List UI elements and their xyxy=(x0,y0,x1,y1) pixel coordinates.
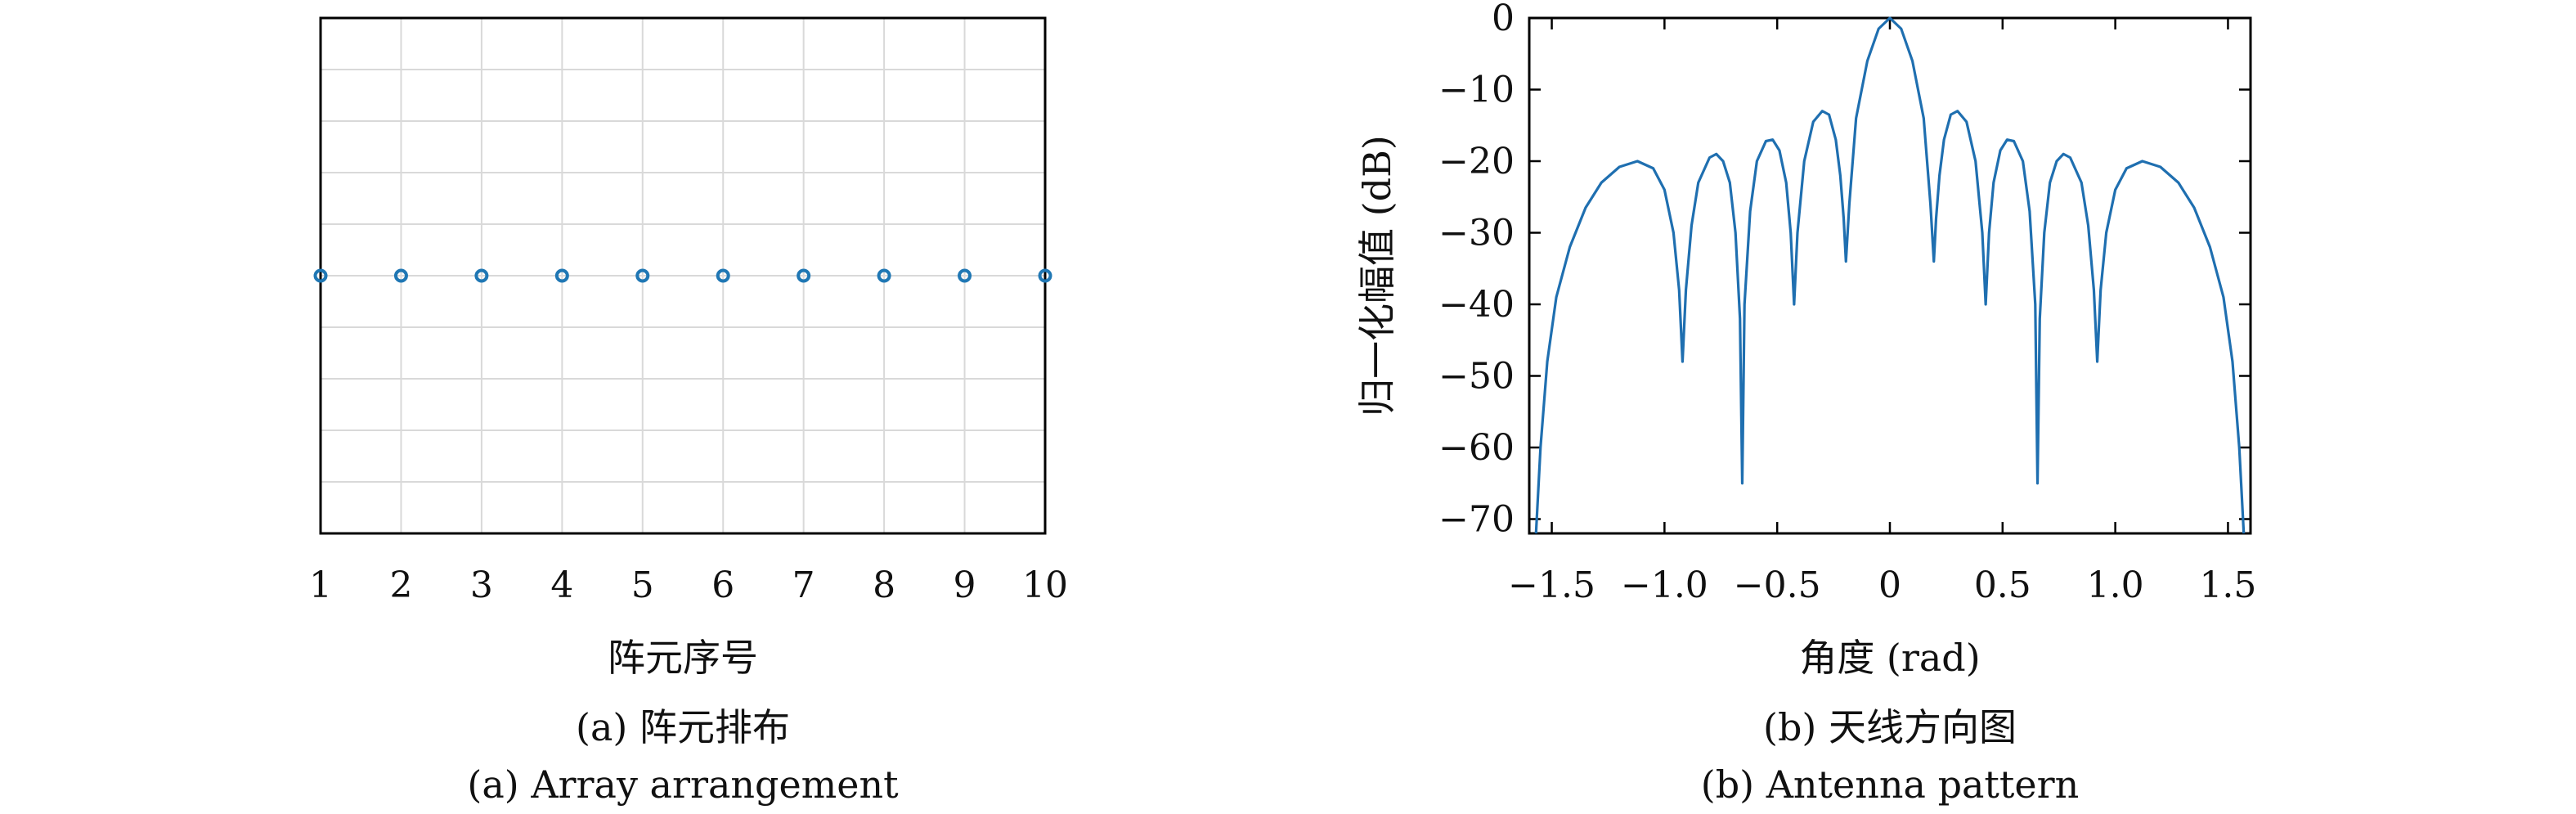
pattern-y-tick-label: −30 xyxy=(1438,213,1515,254)
array-x-tick-label: 4 xyxy=(550,564,573,606)
pattern-x-ticks: −1.5 −1.0 −0.5 0 0.5 1.0 1.5 xyxy=(1508,564,2256,606)
array-element-2 xyxy=(393,268,408,283)
pattern-y-tick-label: −40 xyxy=(1438,284,1515,326)
array-x-tick-label: 1 xyxy=(309,564,332,606)
pattern-tick-marks xyxy=(1529,16,2251,533)
array-element-8 xyxy=(877,268,891,283)
pattern-y-axis-label: 归一化幅值 (dB) xyxy=(1355,135,1399,416)
array-x-tick-label: 7 xyxy=(792,564,815,606)
array-caption-en: (a) Array arrangement xyxy=(467,762,899,807)
pattern-y-tick-label: −10 xyxy=(1438,70,1515,111)
pattern-x-tick-label: 1.5 xyxy=(2199,564,2256,606)
pattern-y-tick-label: −60 xyxy=(1438,427,1515,469)
array-plot-frame xyxy=(319,16,1047,535)
array-grid xyxy=(320,17,1046,534)
pattern-y-tick-label: −50 xyxy=(1438,356,1515,398)
pattern-x-tick-label: −0.5 xyxy=(1734,564,1821,606)
pattern-x-tick-label: 0.5 xyxy=(1974,564,2031,606)
array-x-ticks: 1 2 3 4 5 6 7 8 9 10 xyxy=(309,564,1068,606)
pattern-caption-zh: (b) 天线方向图 xyxy=(1763,705,2017,749)
pattern-y-tick-label: 0 xyxy=(1492,0,1515,39)
array-element-1 xyxy=(313,268,328,283)
array-element-7 xyxy=(797,268,811,283)
array-elements xyxy=(313,268,1052,283)
pattern-x-tick-label: −1.5 xyxy=(1508,564,1595,606)
antenna-pattern-line xyxy=(1534,16,2246,534)
array-element-5 xyxy=(635,268,650,283)
array-x-axis-label: 阵元序号 xyxy=(608,636,758,680)
array-caption-zh: (a) 阵元排布 xyxy=(576,705,790,749)
pattern-caption-en: (b) Antenna pattern xyxy=(1701,762,2080,807)
array-element-9 xyxy=(958,268,972,283)
array-x-tick-label: 2 xyxy=(389,564,412,606)
array-x-tick-label: 9 xyxy=(954,564,976,606)
array-element-3 xyxy=(474,268,489,283)
array-x-tick-label: 10 xyxy=(1022,564,1068,606)
array-x-tick-label: 6 xyxy=(711,564,734,606)
pattern-x-tick-label: 1.0 xyxy=(2087,564,2144,606)
array-element-6 xyxy=(716,268,730,283)
pattern-y-tick-label: −20 xyxy=(1438,141,1515,182)
array-x-tick-label: 5 xyxy=(631,564,654,606)
pattern-y-ticks: 0 −10 −20 −30 −40 −50 −60 −70 xyxy=(1438,0,1515,541)
pattern-x-axis-label: 角度 (rad) xyxy=(1799,636,1980,680)
pattern-panel: −1.5 −1.0 −0.5 0 0.5 1.0 1.5 0 −10 −20 −30 −40 −50 −… xyxy=(1355,0,2256,807)
pattern-x-tick-label: 0 xyxy=(1878,564,1901,606)
array-x-tick-label: 3 xyxy=(470,564,493,606)
array-element-10 xyxy=(1038,268,1052,283)
pattern-plot-frame xyxy=(1528,16,2252,535)
pattern-x-tick-label: −1.0 xyxy=(1621,564,1708,606)
array-x-tick-label: 8 xyxy=(873,564,895,606)
pattern-y-tick-label: −70 xyxy=(1438,499,1515,541)
array-panel: 1 2 3 4 5 6 7 8 9 10 阵元序号 (a) 阵元排布 (a) Array arra… xyxy=(309,16,1068,807)
array-element-4 xyxy=(554,268,569,283)
